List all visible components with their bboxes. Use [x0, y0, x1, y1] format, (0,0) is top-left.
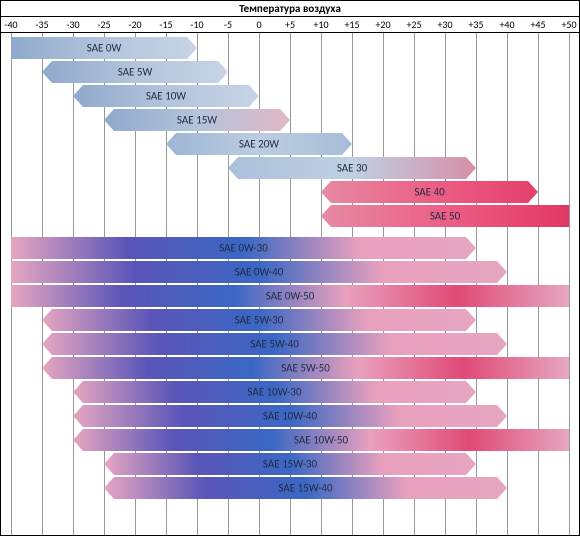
x-tick-label: -20 — [128, 18, 141, 31]
bar-row: SAE 40 — [1, 181, 579, 203]
bar-row: SAE 5W-30 — [1, 309, 579, 331]
bar-row: SAE 10W-50 — [1, 429, 579, 451]
x-tick-label: +40 — [499, 18, 514, 31]
bar-row: SAE 0W-50 — [1, 285, 579, 307]
bar-label: SAE 0W-50 — [266, 290, 315, 303]
bar-row: SAE 5W-40 — [1, 333, 579, 355]
bar-row: SAE 0W-30 — [1, 237, 579, 259]
bar-row: SAE 5W — [1, 61, 579, 83]
x-tick-label: +25 — [406, 18, 421, 31]
x-tick-label: -5 — [224, 18, 232, 31]
x-tick-label: 0 — [256, 18, 261, 31]
bar-label: SAE 15W-30 — [263, 458, 317, 471]
x-tick-label: +5 — [285, 18, 295, 31]
bar-label: SAE 10W-50 — [294, 434, 348, 447]
bar-row: SAE 0W — [1, 37, 579, 59]
bar-label: SAE 15W — [177, 114, 217, 127]
bar-row: SAE 30 — [1, 157, 579, 179]
bar-row: SAE 0W-40 — [1, 261, 579, 283]
x-tick-label: +30 — [437, 18, 452, 31]
x-tick-label: -10 — [190, 18, 203, 31]
bar-row: SAE 15W — [1, 109, 579, 131]
x-tick-label: +35 — [468, 18, 483, 31]
bar-label: SAE 5W-50 — [281, 362, 330, 375]
bar-label: SAE 5W-30 — [235, 314, 284, 327]
bar-row: SAE 20W — [1, 133, 579, 155]
bar-row: SAE 15W-40 — [1, 477, 579, 499]
bar-label: SAE 5W — [118, 66, 153, 79]
bar-label: SAE 10W-30 — [247, 386, 301, 399]
bar-row: SAE 10W-30 — [1, 381, 579, 403]
x-tick-label: -15 — [159, 18, 172, 31]
x-axis: -40 -35 -30 -25 -20 -15 -10 -5 0 +5 +10 +15 +20 +25 +3… — [1, 17, 579, 33]
x-tick-label: -35 — [35, 18, 48, 31]
bar-row: SAE 10W-40 — [1, 405, 579, 427]
bar-label: SAE 10W — [146, 90, 186, 103]
bar-label: SAE 5W-40 — [250, 338, 299, 351]
chart-title: Температура воздуха — [1, 1, 579, 17]
bar-label: SAE 0W-40 — [235, 266, 284, 279]
bar-label: SAE 15W-40 — [278, 482, 332, 495]
x-tick-label: +45 — [530, 18, 545, 31]
bar-label: SAE 10W-40 — [263, 410, 317, 423]
bar-row: SAE 15W-30 — [1, 453, 579, 475]
bar-row: SAE 50 — [1, 205, 579, 227]
x-tick-label: -25 — [97, 18, 110, 31]
plot-area: SAE 0W SAE 5W SAE 10W SAE 15W SAE 20W SAE 30 S… — [1, 33, 579, 535]
bar-label: SAE 0W — [87, 42, 122, 55]
bar-label: SAE 30 — [337, 162, 367, 175]
sae-temperature-chart: Температура воздуха -40 -35 -30 -25 -20 -15 -1… — [0, 0, 580, 536]
x-tick-label: -40 — [4, 18, 17, 31]
bar-label: SAE 0W-30 — [219, 242, 268, 255]
bar-row: SAE 5W-50 — [1, 357, 579, 379]
bar-label: SAE 20W — [239, 138, 279, 151]
x-tick-label: +50 — [561, 18, 576, 31]
bar-label: SAE 40 — [414, 186, 444, 199]
x-tick-label: -30 — [66, 18, 79, 31]
x-tick-label: +15 — [344, 18, 359, 31]
x-tick-label: +20 — [375, 18, 390, 31]
bar-label: SAE 50 — [430, 210, 460, 223]
x-tick-label: +10 — [313, 18, 328, 31]
bar-row: SAE 10W — [1, 85, 579, 107]
